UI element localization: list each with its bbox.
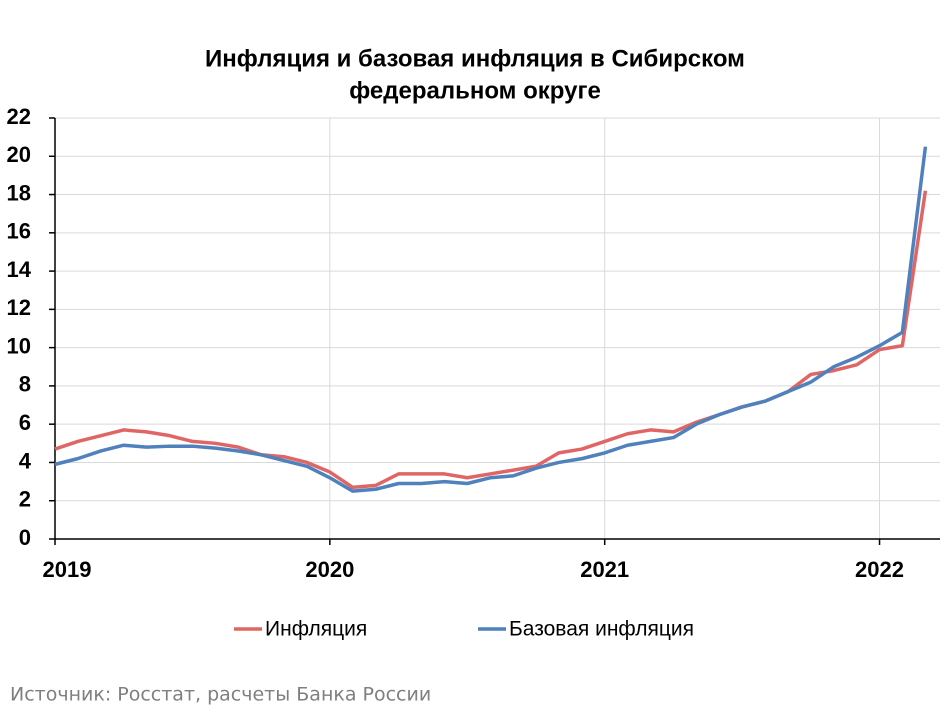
y-tick-label: 10 <box>7 333 31 358</box>
x-tick-label: 2019 <box>43 557 92 582</box>
y-tick-label: 0 <box>19 525 31 550</box>
y-tick-label: 22 <box>7 104 31 129</box>
y-tick-label: 12 <box>7 295 31 320</box>
y-tick-label: 14 <box>7 257 32 282</box>
legend-label: Инфляция <box>265 618 367 641</box>
x-tick-label: 2021 <box>580 557 629 582</box>
y-tick-label: 8 <box>19 372 31 397</box>
series-line <box>54 146 928 493</box>
y-tick-label: 4 <box>19 448 32 473</box>
x-tick-label: 2020 <box>305 557 354 582</box>
y-tick-label: 16 <box>7 219 31 244</box>
y-tick-label: 20 <box>7 142 31 167</box>
legend-label: Базовая инфляция <box>509 618 694 641</box>
chart-title: федеральном округе <box>349 77 601 104</box>
source-note: Источник: Росстат, расчеты Банка России <box>10 684 431 706</box>
chart-title: Инфляция и базовая инфляция в Сибирском <box>205 45 745 72</box>
y-tick-label: 2 <box>19 487 31 512</box>
x-tick-label: 2022 <box>855 557 904 582</box>
y-tick-label: 18 <box>7 180 31 205</box>
series-line <box>54 190 928 490</box>
y-tick-label: 6 <box>19 410 31 435</box>
